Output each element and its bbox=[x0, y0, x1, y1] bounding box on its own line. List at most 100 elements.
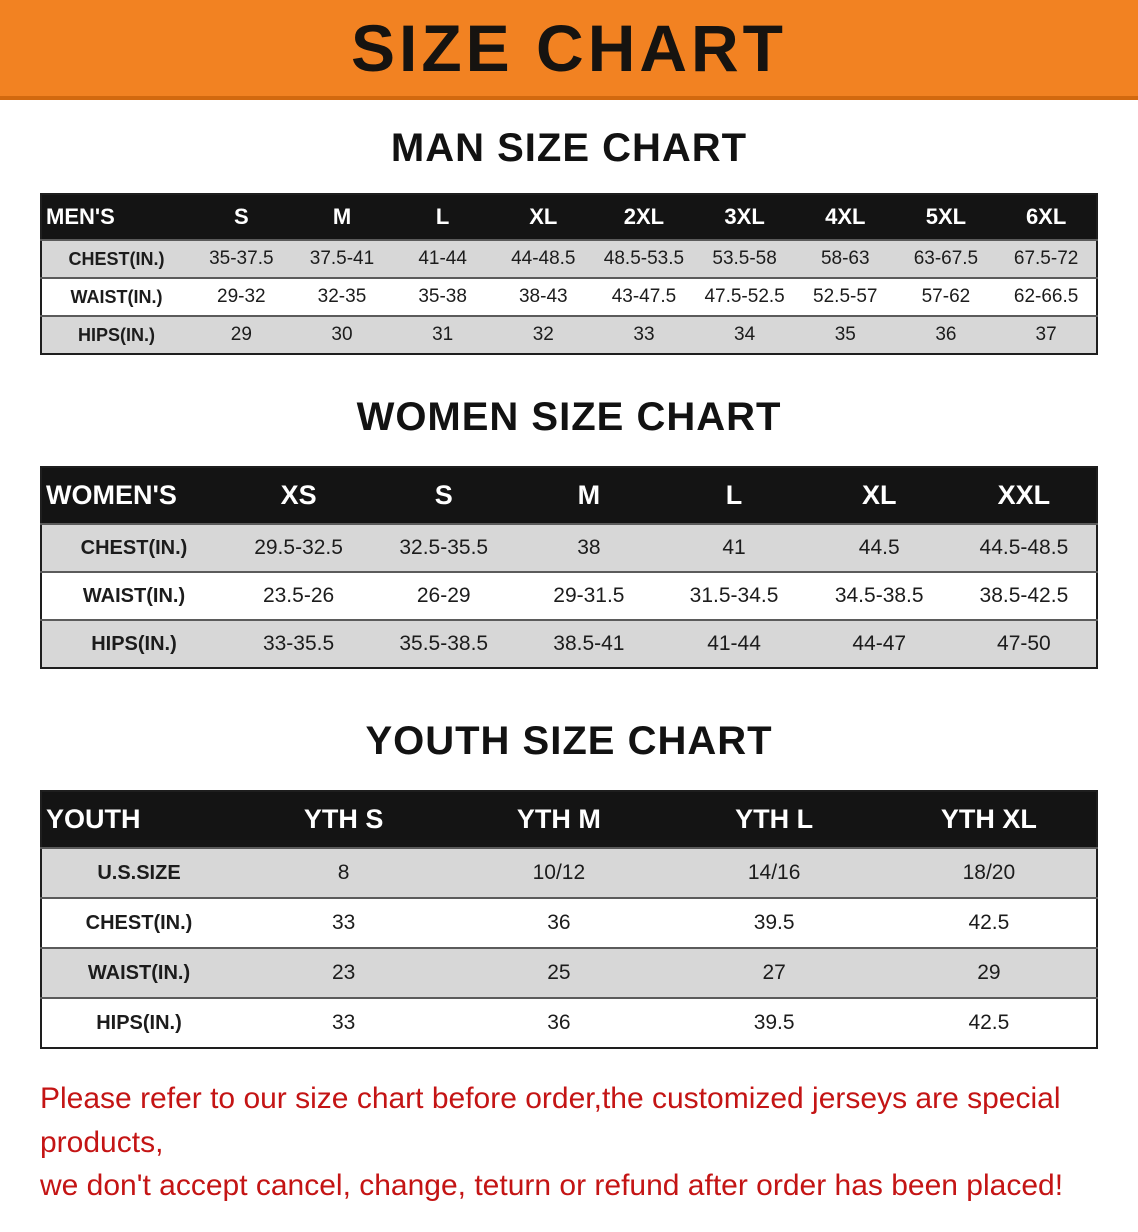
row-label-cell: HIPS(IN.) bbox=[77, 324, 155, 345]
youth-header-row: YOUTH YTH S YTH M YTH L YTH XL bbox=[41, 791, 1097, 848]
size-value-cell: 38.5-41 bbox=[553, 632, 625, 655]
size-value-cell: 35 bbox=[834, 324, 856, 345]
size-header-cell: XS bbox=[226, 467, 372, 524]
size-value-cell: 58-63 bbox=[820, 248, 870, 269]
size-value-cell: 14/16 bbox=[747, 861, 801, 884]
men-hips-row: HIPS(IN.) 29 30 31 32 33 34 35 36 37 bbox=[41, 316, 1097, 354]
size-value-cell: 44.5-48.5 bbox=[979, 536, 1069, 559]
row-label-cell: WAIST(IN.) bbox=[82, 584, 186, 607]
size-header-cell: 6XL bbox=[996, 194, 1097, 240]
footer-note-line-1: Please refer to our size chart before or… bbox=[40, 1082, 1061, 1159]
size-value-cell: 29-31.5 bbox=[553, 584, 625, 607]
men-size-table: MEN'S S M L XL 2XL 3XL 4XL 5XL 6XL CHEST… bbox=[40, 193, 1098, 355]
size-value-cell: 42.5 bbox=[968, 911, 1010, 934]
banner: SIZE CHART bbox=[0, 0, 1138, 100]
size-value-cell: 29-32 bbox=[217, 286, 266, 307]
size-value-cell: 10/12 bbox=[532, 861, 586, 884]
size-value-cell: 34.5-38.5 bbox=[834, 584, 924, 607]
row-label-cell: WAIST(IN.) bbox=[70, 286, 163, 307]
size-value-cell: 39.5 bbox=[753, 911, 795, 934]
size-value-cell: 62-66.5 bbox=[1013, 286, 1079, 307]
size-header-cell: XXL bbox=[951, 467, 1097, 524]
size-value-cell: 36 bbox=[547, 911, 571, 934]
youth-waist-row: WAIST(IN.) 23 25 27 29 bbox=[41, 948, 1097, 998]
women-section-heading: WOMEN SIZE CHART bbox=[356, 395, 782, 439]
size-value-cell: 35-38 bbox=[418, 286, 467, 307]
size-value-cell: 32.5-35.5 bbox=[399, 536, 489, 559]
row-label-cell: CHEST(IN.) bbox=[85, 911, 193, 934]
size-value-cell: 33 bbox=[633, 324, 655, 345]
size-value-cell: 33 bbox=[331, 1011, 356, 1034]
youth-hips-row: HIPS(IN.) 33 36 39.5 42.5 bbox=[41, 998, 1097, 1048]
size-header-cell: 2XL bbox=[593, 194, 695, 240]
men-waist-row: WAIST(IN.) 29-32 32-35 35-38 38-43 43-47… bbox=[41, 278, 1097, 316]
size-value-cell: 27 bbox=[762, 961, 786, 984]
men-chest-row: CHEST(IN.) 35-37.5 37.5-41 41-44 44-48.5… bbox=[41, 240, 1097, 278]
women-corner-header-cell: WOMEN'S bbox=[41, 467, 226, 524]
men-header-row: MEN'S S M L XL 2XL 3XL 4XL 5XL 6XL bbox=[41, 194, 1097, 240]
size-value-cell: 52.5-57 bbox=[813, 286, 878, 307]
youth-corner-header-cell: YOUTH bbox=[41, 791, 236, 848]
size-value-cell: 48.5-53.5 bbox=[603, 248, 685, 269]
size-header-cell: L bbox=[661, 467, 807, 524]
size-value-cell: 41-44 bbox=[707, 632, 761, 655]
size-header-cell: S bbox=[371, 467, 517, 524]
size-value-cell: 32 bbox=[532, 324, 554, 345]
size-header-cell: 3XL bbox=[694, 194, 795, 240]
row-label-cell: CHEST(IN.) bbox=[68, 248, 165, 269]
size-header-cell: M bbox=[291, 194, 393, 240]
size-value-cell: 44-47 bbox=[852, 632, 907, 655]
size-value-cell: 29 bbox=[230, 324, 252, 345]
size-value-cell: 8 bbox=[337, 861, 350, 884]
size-value-cell: 38 bbox=[577, 536, 601, 559]
size-value-cell: 35-37.5 bbox=[209, 248, 274, 269]
size-value-cell: 67.5-72 bbox=[1013, 248, 1079, 269]
size-value-cell: 32-35 bbox=[317, 286, 367, 307]
men-corner-header-cell: MEN'S bbox=[41, 194, 191, 240]
youth-chest-row: CHEST(IN.) 33 36 39.5 42.5 bbox=[41, 898, 1097, 948]
size-value-cell: 23.5-26 bbox=[262, 584, 335, 607]
youth-section-heading: YOUTH SIZE CHART bbox=[365, 719, 773, 763]
size-header-cell: M bbox=[516, 467, 662, 524]
size-value-cell: 41-44 bbox=[418, 248, 467, 269]
size-value-cell: 43-47.5 bbox=[611, 286, 677, 307]
size-header-cell: YTH S bbox=[236, 791, 452, 848]
size-value-cell: 53.5-58 bbox=[712, 248, 777, 269]
women-waist-row: WAIST(IN.) 23.5-26 26-29 29-31.5 31.5-34… bbox=[41, 572, 1097, 620]
size-value-cell: 63-67.5 bbox=[913, 248, 979, 269]
size-value-cell: 31.5-34.5 bbox=[689, 584, 779, 607]
row-label-cell: WAIST(IN.) bbox=[87, 961, 191, 984]
row-label-cell: HIPS(IN.) bbox=[96, 1011, 182, 1034]
women-chest-row: CHEST(IN.) 29.5-32.5 32.5-35.5 38 41 44.… bbox=[41, 524, 1097, 572]
size-value-cell: 44-48.5 bbox=[511, 248, 576, 269]
women-header-row: WOMEN'S XS S M L XL XXL bbox=[41, 467, 1097, 524]
size-header-cell: S bbox=[191, 194, 292, 240]
size-value-cell: 47-50 bbox=[997, 632, 1051, 655]
size-value-cell: 37.5-41 bbox=[309, 248, 375, 269]
footer-note: Please refer to our size chart before or… bbox=[40, 1077, 1098, 1208]
size-value-cell: 30 bbox=[331, 324, 353, 345]
men-section: MAN SIZE CHART MEN'S S M L XL 2XL 3XL 4X… bbox=[0, 126, 1138, 355]
size-value-cell: 34 bbox=[734, 324, 756, 345]
size-value-cell: 39.5 bbox=[753, 1011, 795, 1034]
size-value-cell: 36 bbox=[935, 324, 957, 345]
size-header-cell: XL bbox=[492, 194, 594, 240]
size-header-cell: 4XL bbox=[794, 194, 896, 240]
size-value-cell: 42.5 bbox=[968, 1011, 1010, 1034]
size-header-cell: 5XL bbox=[895, 194, 997, 240]
size-value-cell: 31 bbox=[432, 324, 454, 345]
page-title: SIZE CHART bbox=[351, 11, 787, 85]
size-value-cell: 25 bbox=[547, 961, 571, 984]
size-header-cell: YTH XL bbox=[881, 791, 1097, 848]
men-section-heading: MAN SIZE CHART bbox=[390, 126, 748, 170]
row-label-cell: CHEST(IN.) bbox=[80, 536, 188, 559]
size-value-cell: 18/20 bbox=[962, 861, 1016, 884]
size-value-cell: 44.5 bbox=[858, 536, 900, 559]
size-header-cell: L bbox=[392, 194, 493, 240]
women-size-table: WOMEN'S XS S M L XL XXL CHEST(IN.) 29.5-… bbox=[40, 466, 1098, 669]
size-value-cell: 38-43 bbox=[518, 286, 568, 307]
size-value-cell: 41 bbox=[722, 536, 746, 559]
size-value-cell: 47.5-52.5 bbox=[704, 286, 785, 307]
size-value-cell: 33-35.5 bbox=[262, 632, 335, 655]
